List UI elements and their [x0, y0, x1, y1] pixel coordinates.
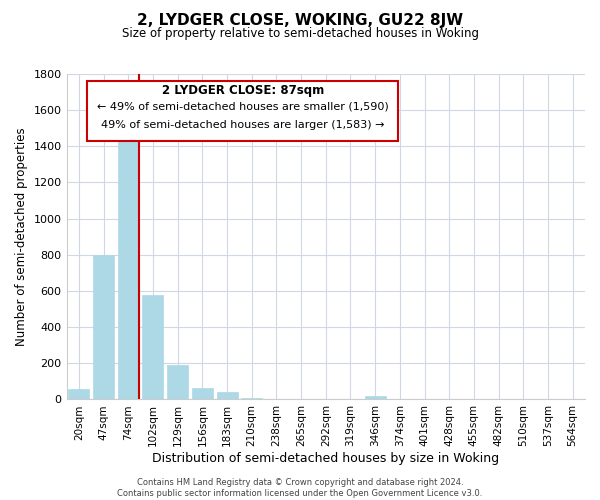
X-axis label: Distribution of semi-detached houses by size in Woking: Distribution of semi-detached houses by …: [152, 452, 499, 465]
Text: 2, LYDGER CLOSE, WOKING, GU22 8JW: 2, LYDGER CLOSE, WOKING, GU22 8JW: [137, 12, 463, 28]
Text: ← 49% of semi-detached houses are smaller (1,590): ← 49% of semi-detached houses are smalle…: [97, 102, 389, 112]
Bar: [290, 399, 311, 400]
Bar: [93, 255, 114, 400]
Y-axis label: Number of semi-detached properties: Number of semi-detached properties: [15, 128, 28, 346]
Bar: [266, 398, 287, 400]
Bar: [217, 392, 238, 400]
Bar: [142, 294, 163, 400]
Bar: [241, 398, 262, 400]
Bar: [167, 365, 188, 400]
Bar: [365, 396, 386, 400]
Bar: [68, 388, 89, 400]
Text: Contains HM Land Registry data © Crown copyright and database right 2024.
Contai: Contains HM Land Registry data © Crown c…: [118, 478, 482, 498]
Bar: [192, 388, 213, 400]
Text: Size of property relative to semi-detached houses in Woking: Size of property relative to semi-detach…: [121, 28, 479, 40]
Bar: [118, 130, 139, 400]
FancyBboxPatch shape: [87, 80, 398, 140]
Text: 49% of semi-detached houses are larger (1,583) →: 49% of semi-detached houses are larger (…: [101, 120, 385, 130]
Text: 2 LYDGER CLOSE: 87sqm: 2 LYDGER CLOSE: 87sqm: [161, 84, 324, 97]
